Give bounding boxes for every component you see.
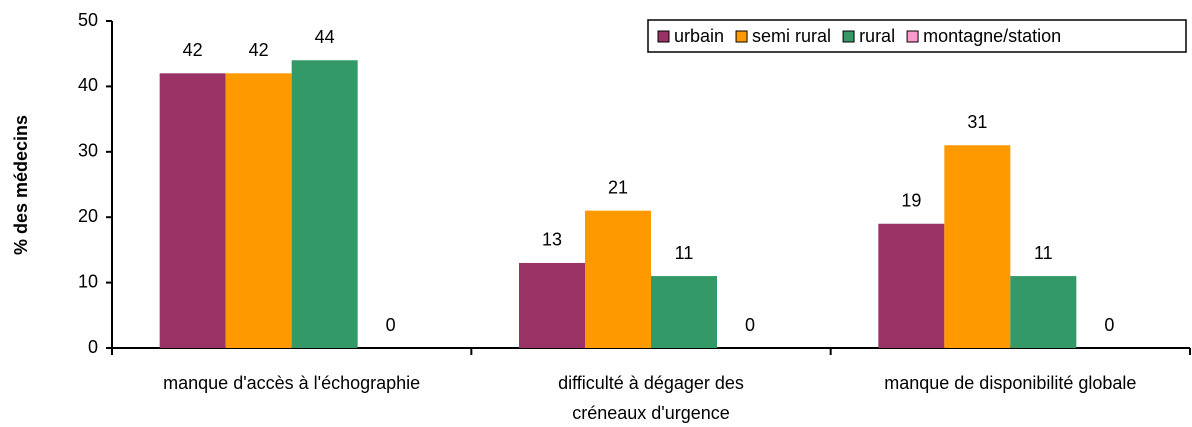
legend-label: rural [859, 26, 895, 46]
bar [878, 223, 945, 348]
x-tick-label: manque d'accès à l'échographie [163, 373, 420, 393]
data-label: 11 [1034, 243, 1053, 263]
data-label: 21 [608, 177, 628, 197]
legend-label: semi rural [752, 26, 831, 46]
bar [651, 276, 717, 348]
legend-label: montagne/station [923, 26, 1061, 46]
y-tick-label: 0 [88, 337, 98, 357]
y-tick-label: 10 [78, 271, 98, 291]
y-axis-label: % des médecins [11, 115, 31, 255]
legend-swatch [842, 30, 855, 43]
data-label: 44 [315, 27, 335, 47]
data-label: 31 [967, 112, 987, 132]
bar [519, 262, 585, 348]
data-label: 0 [745, 315, 755, 335]
y-tick-label: 50 [78, 10, 98, 30]
legend-swatch [906, 30, 919, 43]
data-label: 0 [1104, 315, 1114, 335]
data-label: 11 [675, 243, 694, 263]
data-label: 42 [249, 40, 269, 60]
y-tick-label: 40 [78, 75, 98, 95]
legend-swatch [657, 30, 670, 43]
data-label: 19 [901, 190, 921, 210]
legend-label: urbain [674, 26, 724, 46]
data-label: 42 [183, 40, 203, 60]
y-tick-label: 20 [78, 206, 98, 226]
data-label: 13 [542, 230, 562, 250]
x-tick-label: manque de disponibilité globale [884, 373, 1136, 393]
bar [159, 73, 226, 348]
data-label: 0 [386, 315, 396, 335]
bar [291, 60, 358, 349]
bar [1010, 276, 1077, 348]
legend-swatch [735, 30, 748, 43]
bar [585, 210, 651, 348]
y-tick-label: 30 [78, 141, 98, 161]
bar [225, 73, 292, 348]
x-tick-label: difficulté à dégager des créneaux d'urgen… [558, 373, 744, 423]
bar [944, 145, 1011, 348]
